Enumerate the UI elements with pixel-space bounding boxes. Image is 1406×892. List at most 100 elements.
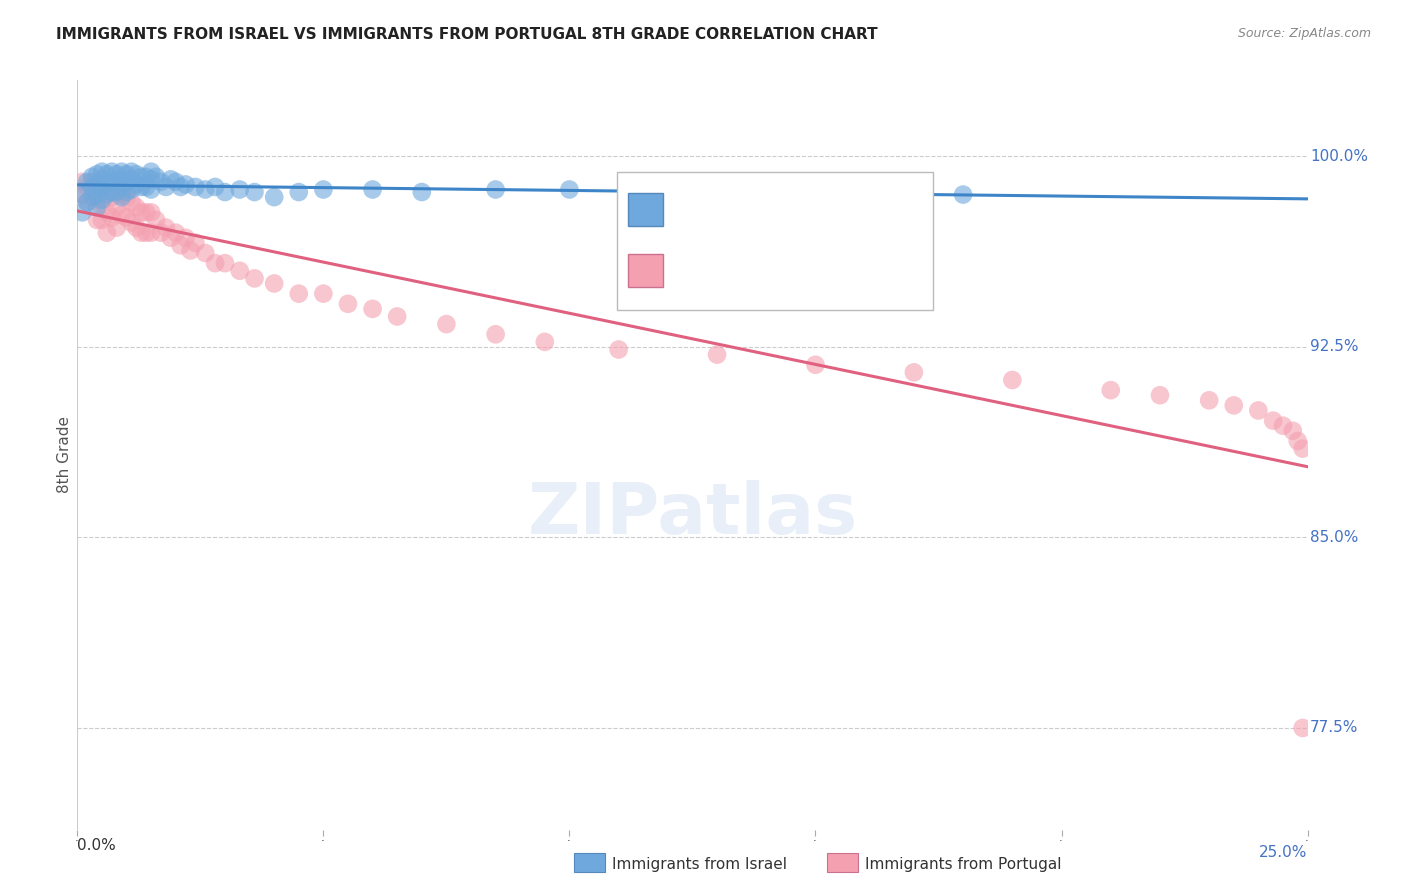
Text: 100.0%: 100.0% xyxy=(1310,149,1368,164)
Point xyxy=(90,195,114,210)
Point xyxy=(485,327,508,342)
Point xyxy=(184,180,207,194)
Point xyxy=(361,301,384,316)
Point xyxy=(160,231,183,245)
Text: R = -0.315    N = 66: R = -0.315 N = 66 xyxy=(673,201,856,219)
Point xyxy=(706,348,728,362)
Point xyxy=(101,211,124,225)
Point xyxy=(90,180,114,194)
Point xyxy=(1263,414,1285,428)
Point xyxy=(952,187,974,202)
Point xyxy=(436,317,458,331)
Point xyxy=(86,200,108,214)
Point xyxy=(111,208,132,222)
Point xyxy=(105,200,128,214)
Point xyxy=(141,226,163,240)
Point xyxy=(121,165,143,179)
Text: IMMIGRANTS FROM ISRAEL VS IMMIGRANTS FROM PORTUGAL 8TH GRADE CORRELATION CHART: IMMIGRANTS FROM ISRAEL VS IMMIGRANTS FRO… xyxy=(56,27,877,42)
Point xyxy=(135,169,157,184)
Point xyxy=(180,244,202,258)
Text: 77.5%: 77.5% xyxy=(1310,721,1358,736)
Point xyxy=(780,182,803,196)
Point xyxy=(184,235,207,250)
Point xyxy=(90,165,114,179)
Point xyxy=(86,178,108,192)
Point xyxy=(111,165,132,179)
Point xyxy=(214,185,236,199)
Point xyxy=(82,180,104,194)
Point xyxy=(105,185,128,199)
Text: 92.5%: 92.5% xyxy=(1310,340,1358,354)
Point xyxy=(135,226,157,240)
Point xyxy=(82,169,104,184)
Point xyxy=(385,310,409,324)
Y-axis label: 8th Grade: 8th Grade xyxy=(56,417,72,493)
Point xyxy=(115,185,138,199)
Point xyxy=(105,220,128,235)
Point xyxy=(1247,403,1270,417)
Text: R = -0.324    N = 73: R = -0.324 N = 73 xyxy=(673,263,856,281)
Point xyxy=(903,365,925,379)
Point xyxy=(165,175,187,189)
Point xyxy=(76,175,98,189)
Point xyxy=(165,226,187,240)
Point xyxy=(96,178,118,192)
Point xyxy=(129,169,153,184)
Point xyxy=(111,180,132,194)
Point xyxy=(90,182,114,196)
Point xyxy=(361,182,384,196)
Point xyxy=(82,175,104,189)
Point xyxy=(90,172,114,186)
Point xyxy=(121,172,143,186)
Text: Immigrants from Israel: Immigrants from Israel xyxy=(612,857,786,872)
Point xyxy=(263,190,285,204)
Point xyxy=(111,190,132,204)
Point xyxy=(129,180,153,194)
Point xyxy=(86,180,108,194)
Point xyxy=(105,175,128,189)
Text: 25.0%: 25.0% xyxy=(1260,845,1308,860)
Point xyxy=(101,165,124,179)
Point xyxy=(174,231,197,245)
Point xyxy=(101,185,124,199)
Point xyxy=(411,185,433,199)
Point xyxy=(135,205,157,219)
Point xyxy=(1292,721,1315,735)
Point xyxy=(160,172,183,186)
Point xyxy=(1198,393,1220,408)
Point xyxy=(82,190,104,204)
Point xyxy=(1282,424,1305,438)
Point xyxy=(534,334,557,349)
Point xyxy=(204,180,226,194)
Point xyxy=(105,167,128,181)
Point xyxy=(204,256,226,270)
Point xyxy=(312,286,335,301)
Point xyxy=(243,185,266,199)
Point xyxy=(141,165,163,179)
Point xyxy=(115,190,138,204)
Point xyxy=(76,195,98,210)
Point xyxy=(1286,434,1309,448)
Point xyxy=(170,180,193,194)
Point xyxy=(1001,373,1024,387)
Point xyxy=(96,205,118,219)
Point xyxy=(111,172,132,186)
Text: 85.0%: 85.0% xyxy=(1310,530,1358,545)
Point xyxy=(125,167,148,181)
Point xyxy=(101,175,124,189)
Text: Source: ZipAtlas.com: Source: ZipAtlas.com xyxy=(1237,27,1371,40)
Point xyxy=(125,178,148,192)
Point xyxy=(76,180,98,194)
Point xyxy=(150,226,173,240)
Point xyxy=(90,193,114,207)
Point xyxy=(115,211,138,225)
Point xyxy=(804,358,827,372)
Point xyxy=(96,226,118,240)
Point xyxy=(125,200,148,214)
Point xyxy=(121,182,143,196)
Point xyxy=(145,213,167,227)
Point xyxy=(96,187,118,202)
Point xyxy=(485,182,508,196)
Point xyxy=(82,190,104,204)
Point xyxy=(86,195,108,210)
